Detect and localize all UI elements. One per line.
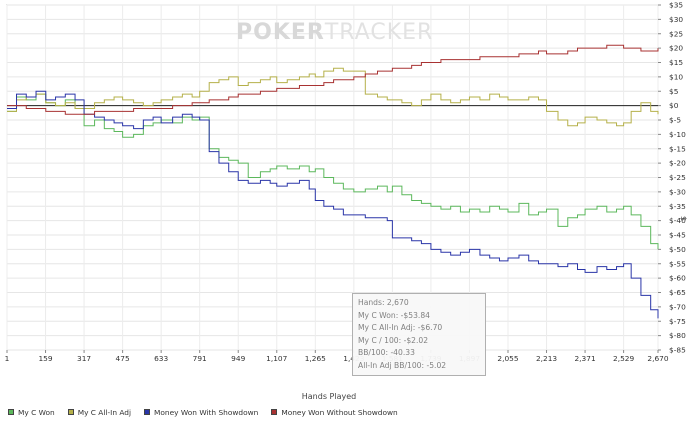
x-tick-label: 1,107 [266,354,287,363]
legend-item-non-showdown[interactable]: Money Won Without Showdown [271,407,398,417]
tooltip-hands: Hands: 2,670 [358,298,409,307]
legend-swatch [8,409,14,415]
series-line [7,93,659,250]
y-tick-label: $-50 [669,245,686,254]
legend-swatch [271,409,278,415]
legend-item-showdown[interactable]: Money Won With Showdown [144,408,258,417]
legend-item-my-c-won[interactable]: My C Won [8,408,55,417]
tooltip-all-in-adj: My C All-In Adj: -$6.70 [358,323,443,333]
y-tick-label: $15 [669,58,683,67]
y-tick-label: $-5 [669,116,681,125]
x-tick-label: 2,670 [647,354,668,363]
y-tick-label: $25 [669,29,683,38]
x-tick-label: 633 [154,354,168,363]
y-tick-label: $35 [669,1,683,10]
y-tick-label: $-40 [669,216,686,225]
watermark-part2: TRACKER [324,20,434,45]
legend-label: My C Won [18,407,55,417]
y-axis-label: $ [679,216,688,222]
y-tick-label: $-60 [669,274,686,283]
tooltip-my-c-won: My C Won: -$53.84 [358,310,430,320]
grid [6,4,659,351]
legend-item-all-in-adj[interactable]: My C All-In Adj [67,407,132,417]
y-tick-label: $-35 [669,202,686,211]
y-tick-label: $-85 [669,346,686,355]
y-tick-label: $-65 [669,288,686,297]
y-tick-label: $-10 [669,130,686,139]
y-tick-label: $-30 [669,187,686,196]
legend: My C Won My C All-In Adj Money Won With … [8,405,398,419]
series-line [7,44,659,115]
x-tick-label: 791 [193,354,207,363]
x-tick-label: 949 [231,354,245,363]
x-tick-label: 2,055 [497,354,518,363]
y-tick-labels: $35 $30 $25 $20 $15 $10 $5 $0 $-5 $-10 $-15 $-20 $-2… [658,1,686,355]
watermark-part1: POKER [236,20,325,45]
x-axis-label: Hands Played [301,392,357,401]
y-tick-label: $-80 [669,331,686,340]
x-tick-label: 317 [77,354,91,363]
y-tick-label: $-20 [669,159,686,168]
series-line [7,67,659,127]
x-tick-label: 1 [5,354,10,363]
x-tick-labels: 11593174756337919491,1071,2651,4231,5811… [5,350,669,363]
y-tick-label: $-70 [669,302,686,311]
x-tick-label: 2,213 [536,354,557,363]
x-tick-label: 2,529 [613,354,634,363]
y-tick-label: $10 [669,72,683,81]
y-tick-label: $-25 [669,173,686,182]
pokertracker-watermark-logo: POKERTRACKER [236,20,466,45]
legend-label: Money Won Without Showdown [281,407,398,417]
tooltip-per-100: My C / 100: -$2.02 [358,335,429,345]
y-tick-label: $-75 [669,317,686,326]
y-tick-label: $30 [669,15,683,24]
series-line [7,90,659,319]
legend-swatch [67,409,74,415]
y-tick-label: $-45 [669,231,686,240]
legend-swatch [144,409,151,415]
x-tick-label: 159 [38,354,52,363]
x-tick-label: 1,265 [305,354,326,363]
series-group [7,44,659,319]
y-tick-label: $-15 [669,144,686,153]
tooltip-all-in-bb-100: All-In Adj BB/100: -5.02 [358,360,447,370]
y-tick-label: $20 [669,44,683,53]
stats-tooltip: Hands: 2,670 My C Won: -$53.84 My C All-… [352,293,486,376]
x-tick-label: 475 [116,354,130,363]
legend-label: My C All-In Adj [77,407,132,417]
legend-label: Money Won With Showdown [154,407,259,417]
y-tick-label: $5 [669,87,679,96]
x-tick-label: 2,371 [574,354,595,363]
y-tick-label: $-55 [669,259,686,268]
tooltip-bb-100: BB/100: -40.33 [358,348,415,358]
y-tick-label: $0 [669,101,679,110]
